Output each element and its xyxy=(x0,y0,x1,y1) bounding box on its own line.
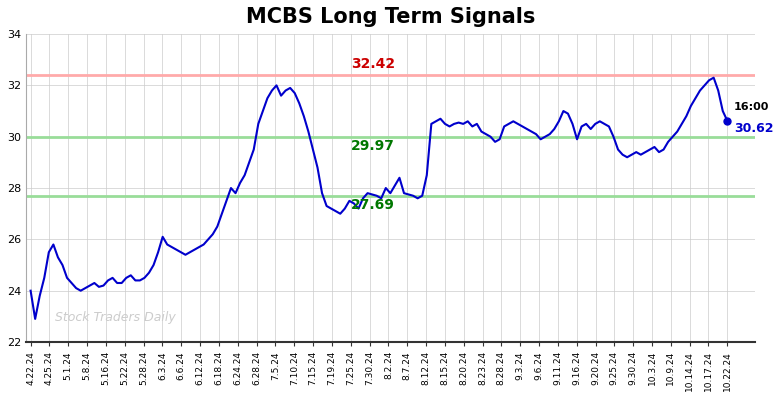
Text: 30.62: 30.62 xyxy=(734,122,774,135)
Text: 16:00: 16:00 xyxy=(734,101,770,112)
Text: 29.97: 29.97 xyxy=(350,139,394,153)
Text: 27.69: 27.69 xyxy=(350,198,394,212)
Text: Stock Traders Daily: Stock Traders Daily xyxy=(55,310,176,324)
Title: MCBS Long Term Signals: MCBS Long Term Signals xyxy=(245,7,535,27)
Text: 32.42: 32.42 xyxy=(350,57,395,71)
